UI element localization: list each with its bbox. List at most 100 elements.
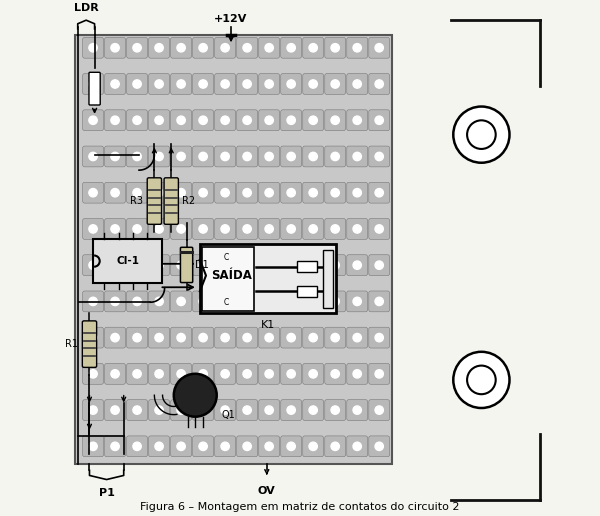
Circle shape xyxy=(309,188,317,197)
Circle shape xyxy=(177,152,185,160)
Circle shape xyxy=(155,43,163,52)
Circle shape xyxy=(243,297,251,305)
Circle shape xyxy=(353,406,361,414)
Circle shape xyxy=(155,297,163,305)
Text: Q1: Q1 xyxy=(222,410,236,420)
FancyBboxPatch shape xyxy=(259,363,280,384)
Circle shape xyxy=(375,297,383,305)
FancyBboxPatch shape xyxy=(193,110,214,131)
Circle shape xyxy=(221,152,229,160)
Circle shape xyxy=(243,188,251,197)
Circle shape xyxy=(221,116,229,124)
FancyBboxPatch shape xyxy=(147,178,161,224)
FancyBboxPatch shape xyxy=(181,247,193,283)
Circle shape xyxy=(177,116,185,124)
Circle shape xyxy=(331,333,340,342)
Circle shape xyxy=(375,369,383,378)
FancyBboxPatch shape xyxy=(281,363,302,384)
Circle shape xyxy=(133,188,141,197)
FancyBboxPatch shape xyxy=(281,255,302,276)
Circle shape xyxy=(287,333,295,342)
Bar xyxy=(297,261,317,272)
FancyBboxPatch shape xyxy=(83,291,103,312)
Circle shape xyxy=(133,43,141,52)
FancyBboxPatch shape xyxy=(215,218,236,239)
FancyBboxPatch shape xyxy=(369,218,389,239)
Circle shape xyxy=(221,188,229,197)
Circle shape xyxy=(199,261,207,269)
FancyBboxPatch shape xyxy=(215,327,236,348)
FancyBboxPatch shape xyxy=(127,363,148,384)
FancyBboxPatch shape xyxy=(237,363,257,384)
FancyBboxPatch shape xyxy=(127,146,148,167)
FancyBboxPatch shape xyxy=(237,327,257,348)
Circle shape xyxy=(199,225,207,233)
Circle shape xyxy=(331,406,340,414)
Circle shape xyxy=(177,225,185,233)
Text: R3: R3 xyxy=(130,196,143,206)
Circle shape xyxy=(375,225,383,233)
Circle shape xyxy=(353,188,361,197)
FancyBboxPatch shape xyxy=(303,400,323,421)
FancyBboxPatch shape xyxy=(149,436,169,457)
Circle shape xyxy=(265,225,274,233)
Circle shape xyxy=(155,152,163,160)
Circle shape xyxy=(221,43,229,52)
FancyBboxPatch shape xyxy=(104,363,125,384)
Circle shape xyxy=(177,43,185,52)
FancyBboxPatch shape xyxy=(215,400,236,421)
Circle shape xyxy=(287,80,295,88)
FancyBboxPatch shape xyxy=(170,146,191,167)
Circle shape xyxy=(375,188,383,197)
Circle shape xyxy=(331,188,340,197)
Circle shape xyxy=(111,80,119,88)
FancyBboxPatch shape xyxy=(127,327,148,348)
Circle shape xyxy=(221,442,229,450)
Circle shape xyxy=(331,116,340,124)
FancyBboxPatch shape xyxy=(237,74,257,94)
FancyBboxPatch shape xyxy=(83,110,103,131)
FancyBboxPatch shape xyxy=(149,291,169,312)
Circle shape xyxy=(199,152,207,160)
Circle shape xyxy=(353,225,361,233)
FancyBboxPatch shape xyxy=(347,182,368,203)
FancyBboxPatch shape xyxy=(149,400,169,421)
Circle shape xyxy=(155,116,163,124)
Circle shape xyxy=(89,261,97,269)
FancyBboxPatch shape xyxy=(369,182,389,203)
Circle shape xyxy=(243,369,251,378)
FancyBboxPatch shape xyxy=(237,37,257,58)
Text: D1: D1 xyxy=(195,260,208,270)
FancyBboxPatch shape xyxy=(237,146,257,167)
Circle shape xyxy=(111,152,119,160)
FancyBboxPatch shape xyxy=(259,436,280,457)
FancyBboxPatch shape xyxy=(170,218,191,239)
Circle shape xyxy=(375,116,383,124)
Bar xyxy=(323,250,333,309)
Circle shape xyxy=(287,225,295,233)
Bar xyxy=(200,245,336,314)
Circle shape xyxy=(199,297,207,305)
FancyBboxPatch shape xyxy=(347,37,368,58)
FancyBboxPatch shape xyxy=(104,74,125,94)
FancyBboxPatch shape xyxy=(237,182,257,203)
FancyBboxPatch shape xyxy=(83,363,103,384)
FancyBboxPatch shape xyxy=(83,74,103,94)
Circle shape xyxy=(111,369,119,378)
Circle shape xyxy=(309,225,317,233)
Circle shape xyxy=(133,152,141,160)
Text: C: C xyxy=(223,298,229,307)
Circle shape xyxy=(221,297,229,305)
FancyBboxPatch shape xyxy=(149,37,169,58)
Bar xyxy=(75,35,392,464)
FancyBboxPatch shape xyxy=(193,146,214,167)
FancyBboxPatch shape xyxy=(104,327,125,348)
FancyBboxPatch shape xyxy=(170,363,191,384)
FancyBboxPatch shape xyxy=(83,37,103,58)
Circle shape xyxy=(155,333,163,342)
FancyBboxPatch shape xyxy=(127,218,148,239)
FancyBboxPatch shape xyxy=(303,436,323,457)
Circle shape xyxy=(243,442,251,450)
Circle shape xyxy=(331,43,340,52)
Circle shape xyxy=(221,406,229,414)
